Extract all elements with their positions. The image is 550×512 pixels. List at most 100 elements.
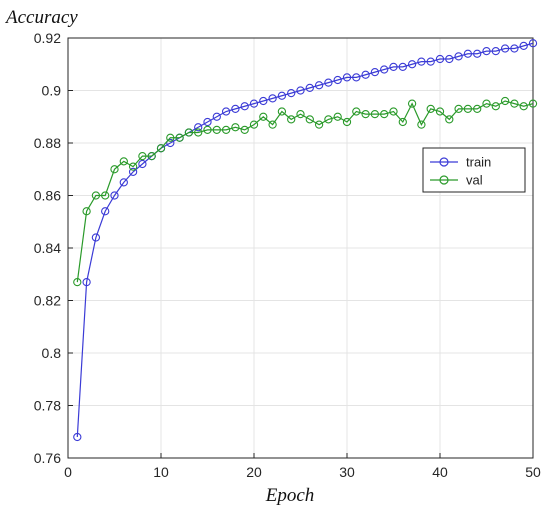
data-point-train xyxy=(119,178,128,187)
data-point-val xyxy=(435,107,445,116)
data-point-val xyxy=(138,151,147,161)
data-point-val xyxy=(314,120,324,129)
data-point-train xyxy=(380,65,389,74)
data-point-train xyxy=(101,207,110,216)
data-point-val xyxy=(389,107,398,116)
data-point-train xyxy=(407,60,417,69)
data-point-train xyxy=(259,96,268,106)
y-tick-label: 0.88 xyxy=(34,135,61,151)
data-point-val xyxy=(305,115,314,124)
x-tick-label: 50 xyxy=(525,464,541,480)
data-point-val xyxy=(333,112,342,121)
data-point-val xyxy=(407,99,417,108)
data-point-train xyxy=(528,39,538,48)
data-point-train xyxy=(324,78,333,87)
legend-marker-val xyxy=(439,175,449,185)
data-point-val xyxy=(128,162,138,171)
x-tick-label: 40 xyxy=(432,464,448,480)
data-point-train xyxy=(519,41,528,51)
data-point-val xyxy=(166,133,175,142)
data-point-train xyxy=(491,46,500,56)
axis-ticks: 0 10 20 30 40 50 0.76 0.78 0.8 0.82 0.84 0.86 0.88 0.… xyxy=(34,30,541,480)
data-point-val xyxy=(398,117,407,127)
legend-box xyxy=(422,147,526,193)
data-point-train xyxy=(352,73,361,82)
data-point-train xyxy=(426,57,435,66)
x-axis-label: Epoch xyxy=(265,485,315,506)
data-point-train xyxy=(398,62,407,72)
y-tick-label: 0.82 xyxy=(34,293,61,309)
series-layer xyxy=(73,39,538,442)
data-point-train xyxy=(277,91,287,100)
data-point-train xyxy=(194,123,203,132)
data-point-train xyxy=(91,233,101,242)
series-line-train xyxy=(76,42,534,438)
data-point-train xyxy=(221,107,231,116)
data-point-train xyxy=(240,102,249,111)
grid-lines xyxy=(67,37,534,459)
data-point-val xyxy=(249,120,259,129)
y-axis-label: Accuracy xyxy=(4,7,78,28)
data-point-val xyxy=(324,115,333,124)
data-point-val xyxy=(510,99,519,108)
data-point-val xyxy=(277,107,287,116)
data-point-val xyxy=(194,128,203,137)
data-point-val xyxy=(147,151,156,161)
data-point-val xyxy=(221,125,231,135)
data-point-val xyxy=(361,109,370,119)
data-point-val xyxy=(73,277,82,287)
data-point-val xyxy=(82,207,91,216)
legend-label-val: val xyxy=(466,173,483,188)
data-point-train xyxy=(249,99,259,108)
data-point-train xyxy=(342,73,352,82)
data-point-val xyxy=(417,120,426,129)
x-tick-label: 20 xyxy=(246,464,262,480)
data-point-train xyxy=(417,57,426,66)
data-point-train xyxy=(361,70,370,79)
data-point-train xyxy=(445,54,454,64)
data-point-val xyxy=(259,112,268,121)
data-point-val xyxy=(528,99,538,108)
y-tick-label: 0.8 xyxy=(42,345,62,361)
data-point-train xyxy=(296,86,305,95)
data-point-val xyxy=(101,191,110,200)
data-point-val xyxy=(445,115,454,124)
data-point-val xyxy=(519,102,528,111)
data-point-val xyxy=(212,125,221,135)
data-point-val xyxy=(482,99,491,108)
data-point-val xyxy=(110,165,119,174)
data-point-train xyxy=(305,83,314,93)
data-point-train xyxy=(128,167,138,177)
data-point-val xyxy=(342,117,352,127)
data-point-val xyxy=(175,133,184,142)
data-point-train xyxy=(73,432,82,442)
data-point-train xyxy=(454,52,463,61)
data-point-train xyxy=(231,104,240,114)
data-point-val xyxy=(454,104,463,114)
data-point-train xyxy=(389,62,398,72)
data-point-train xyxy=(82,277,91,287)
data-point-train xyxy=(500,44,510,53)
y-tick-label: 0.86 xyxy=(34,188,61,204)
data-point-train xyxy=(203,117,212,127)
data-point-val xyxy=(203,125,212,135)
legend-label-train: train xyxy=(466,155,491,170)
data-point-train xyxy=(166,138,175,148)
data-point-val xyxy=(352,107,361,116)
data-point-val xyxy=(287,115,296,124)
data-point-val xyxy=(473,104,482,114)
data-point-val xyxy=(463,104,473,114)
data-point-val xyxy=(91,191,101,200)
data-point-val xyxy=(268,120,277,129)
data-point-val xyxy=(240,125,249,135)
series-train xyxy=(73,39,538,442)
y-tick-label: 0.92 xyxy=(34,30,61,46)
data-point-val xyxy=(184,128,194,137)
data-point-val xyxy=(500,96,510,106)
series-val xyxy=(73,96,538,287)
data-point-val xyxy=(491,102,500,111)
data-point-train xyxy=(473,49,482,58)
x-tick-label: 30 xyxy=(339,464,355,480)
data-point-train xyxy=(138,159,147,169)
data-point-train xyxy=(333,75,342,85)
